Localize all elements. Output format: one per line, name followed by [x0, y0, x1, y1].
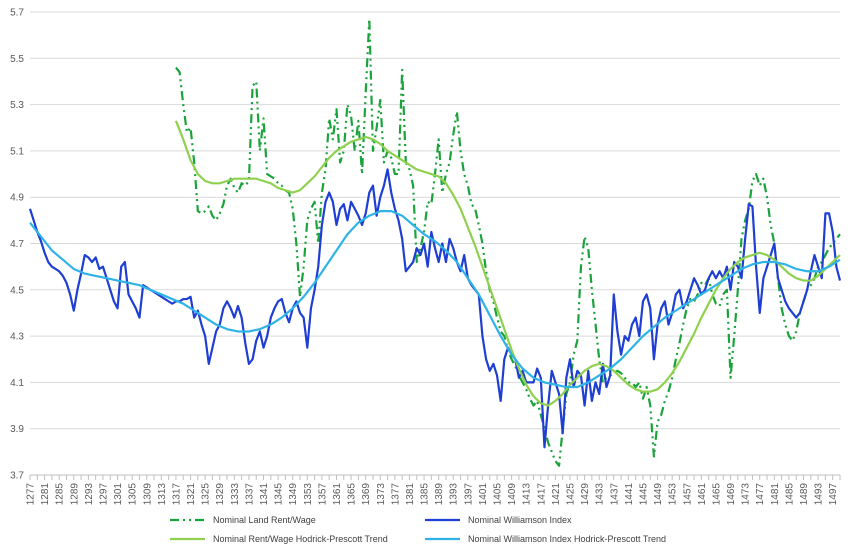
x-tick-label: 1385 [420, 483, 431, 506]
x-tick-label: 1361 [332, 483, 343, 506]
x-tick-label: 1421 [551, 483, 562, 506]
x-tick-label: 1457 [682, 483, 693, 506]
x-tick-label: 1425 [566, 483, 577, 506]
x-tick-label: 1485 [784, 483, 795, 506]
x-tick-label: 1313 [157, 483, 168, 506]
x-tick-label: 1461 [697, 483, 708, 506]
y-tick-label: 5.5 [10, 54, 24, 65]
x-tick-label: 1357 [317, 483, 328, 506]
x-tick-label: 1337 [244, 483, 255, 506]
x-tick-label: 1297 [98, 483, 109, 506]
x-tick-label: 1437 [609, 483, 620, 506]
x-tick-label: 1333 [230, 483, 241, 506]
x-tick-label: 1377 [390, 483, 401, 506]
y-tick-label: 5.7 [10, 8, 24, 19]
x-tick-label: 1381 [405, 483, 416, 506]
x-tick-label: 1369 [361, 483, 372, 506]
x-tick-label: 1389 [434, 483, 445, 506]
x-tick-label: 1465 [711, 483, 722, 506]
x-tick-label: 1413 [522, 483, 533, 506]
legend: Nominal Land Rent/Wage Nominal Williamso… [170, 515, 666, 544]
y-tick-label: 4.9 [10, 193, 24, 204]
x-tick-label: 1449 [653, 483, 664, 506]
x-tick-label: 1445 [638, 483, 649, 506]
y-tick-label: 4.5 [10, 285, 24, 296]
legend-label-williamson-hp-trend: Nominal Williamson Index Hodrick-Prescot… [468, 534, 666, 544]
x-tick-label: 1441 [624, 483, 635, 506]
x-tick-label: 1401 [478, 483, 489, 506]
y-tick-label: 3.9 [10, 424, 24, 435]
x-tick-label: 1345 [274, 483, 285, 506]
x-tick-label: 1469 [726, 483, 737, 506]
y-tick-label: 4.7 [10, 239, 24, 250]
x-tick-label: 1309 [142, 483, 153, 506]
legend-entry-williamson-index[interactable]: Nominal Williamson Index [425, 515, 572, 525]
y-tick-label: 4.3 [10, 332, 24, 343]
legend-entry-rent-wage-hp-trend[interactable]: Nominal Rent/Wage Hodrick-Prescott Trend [170, 534, 388, 544]
x-axis: 1277 1281 1285 1289 1293 1297 1301 1305 1309 1313… [26, 474, 841, 506]
x-tick-label: 1317 [171, 483, 182, 506]
x-tick-label: 1341 [259, 483, 270, 506]
x-tick-label: 1453 [668, 483, 679, 506]
x-tick-label: 1285 [55, 483, 66, 506]
y-tick-label: 5.1 [10, 146, 24, 157]
legend-label-land-rent-wage: Nominal Land Rent/Wage [213, 515, 316, 525]
legend-entry-williamson-hp-trend[interactable]: Nominal Williamson Index Hodrick-Prescot… [425, 534, 666, 544]
x-tick-label: 1281 [40, 483, 51, 506]
x-tick-label: 1365 [347, 483, 358, 506]
legend-label-williamson-index: Nominal Williamson Index [468, 515, 572, 525]
x-tick-label: 1477 [755, 483, 766, 506]
x-tick-label: 1493 [814, 483, 825, 506]
y-tick-label: 5.3 [10, 100, 24, 111]
x-tick-label: 1301 [113, 483, 124, 506]
x-tick-label: 1305 [128, 483, 139, 506]
x-tick-label: 1429 [580, 483, 591, 506]
x-tick-label: 1349 [288, 483, 299, 506]
x-tick-label: 1293 [84, 483, 95, 506]
legend-entry-land-rent-wage[interactable]: Nominal Land Rent/Wage [170, 515, 316, 525]
x-tick-label: 1405 [493, 483, 504, 506]
x-tick-label: 1373 [376, 483, 387, 506]
x-tick-label: 1433 [595, 483, 606, 506]
x-tick-label: 1353 [303, 483, 314, 506]
y-tick-label: 3.7 [10, 471, 24, 482]
x-tick-label: 1289 [69, 483, 80, 506]
x-tick-label: 1417 [536, 483, 547, 506]
y-axis: 3.7 3.9 4.1 4.3 4.5 4.7 4.9 5.1 5.3 5.5 5.7 [10, 8, 24, 482]
gridlines [30, 11, 840, 476]
series-lines [28, 17, 842, 467]
y-tick-label: 4.1 [10, 378, 24, 389]
x-tick-label: 1277 [26, 483, 37, 506]
series-line-rent-wage-hp-trend [174, 120, 841, 407]
x-tick-label: 1489 [799, 483, 810, 506]
x-tick-label: 1329 [215, 483, 226, 506]
x-tick-label: 1473 [741, 483, 752, 506]
x-tick-label: 1397 [463, 483, 474, 506]
series-line-williamson-index [28, 168, 842, 449]
legend-label-rent-wage-hp-trend: Nominal Rent/Wage Hodrick-Prescott Trend [213, 534, 388, 544]
series-line-williamson-hp-trend [29, 209, 841, 389]
x-tick-label: 1321 [186, 483, 197, 506]
x-tick-label: 1481 [770, 483, 781, 506]
x-tick-label: 1325 [201, 483, 212, 506]
x-tick-label: 1393 [449, 483, 460, 506]
x-tick-label: 1497 [828, 483, 839, 506]
x-tick-label: 1409 [507, 483, 518, 506]
